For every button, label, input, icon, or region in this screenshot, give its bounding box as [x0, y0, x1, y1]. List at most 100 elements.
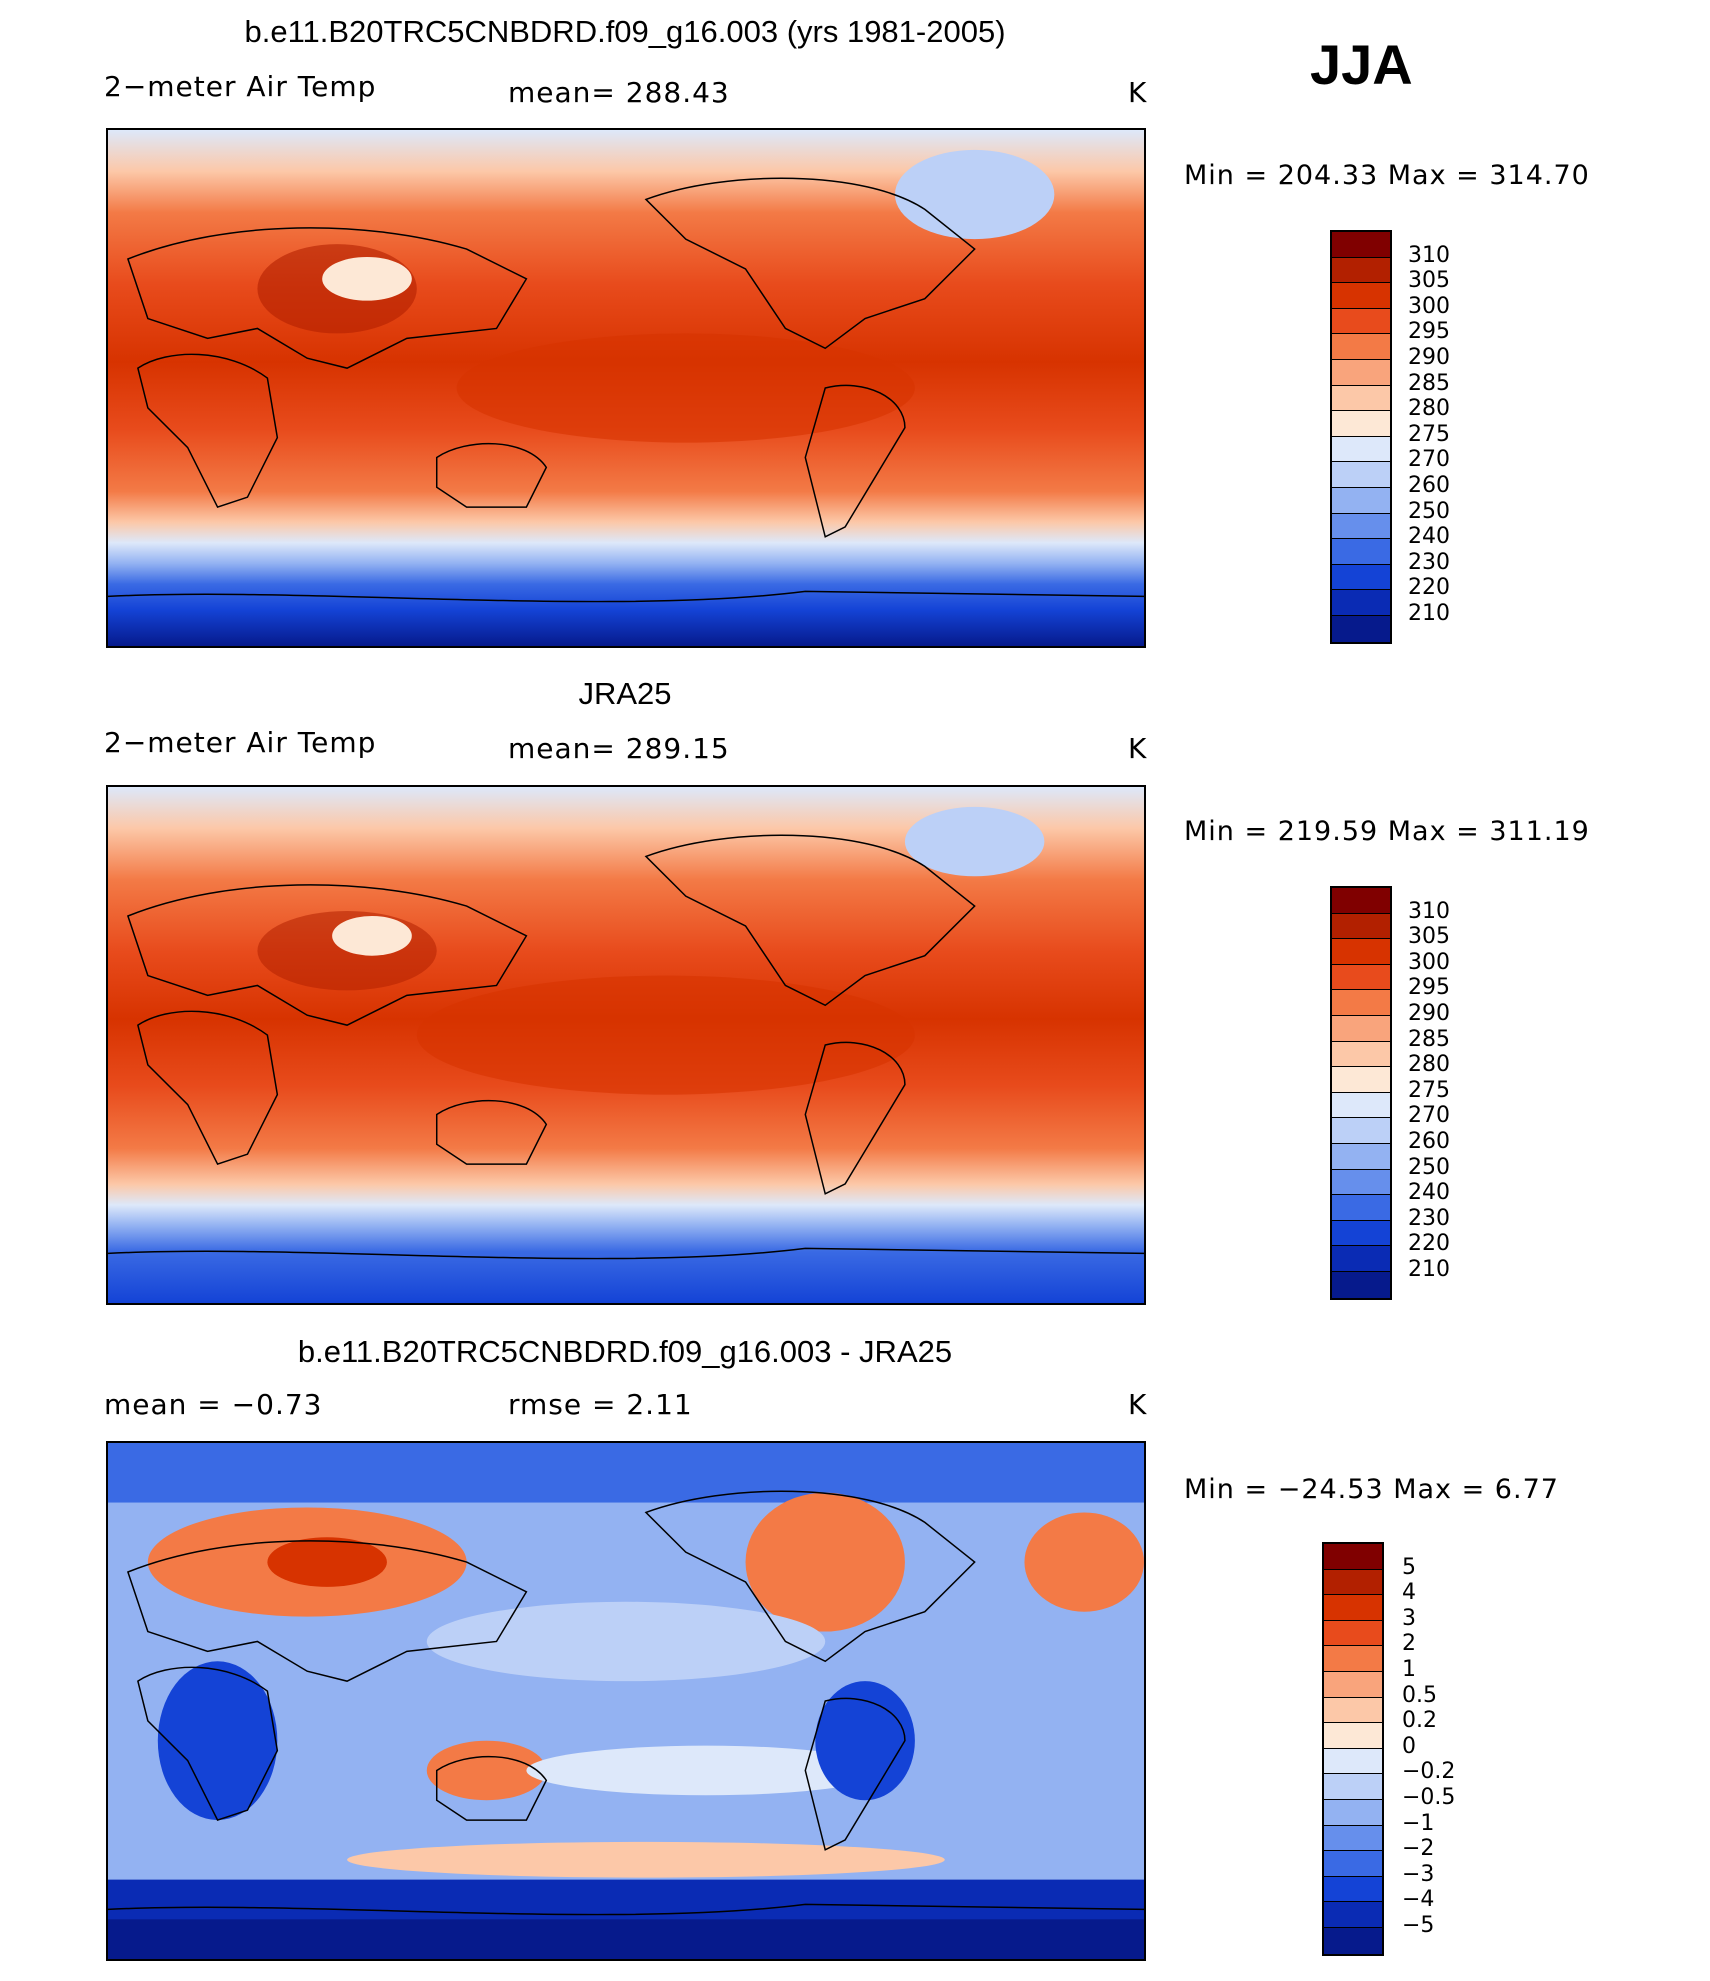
colorbar-swatch	[1332, 1092, 1390, 1119]
panel-1-colorbar	[1330, 230, 1392, 644]
colorbar-swatch	[1324, 1774, 1382, 1800]
colorbar-swatch	[1332, 359, 1390, 386]
colorbar-tick-label: −2	[1402, 1836, 1435, 1862]
panel-2-title: JRA25	[578, 676, 672, 711]
colorbar-swatch	[1332, 615, 1390, 642]
colorbar-swatch	[1332, 913, 1390, 940]
colorbar-tick-label: −4	[1402, 1887, 1435, 1913]
colorbar-swatch	[1324, 1876, 1382, 1903]
panel-3-colorbar	[1322, 1542, 1384, 1956]
colorbar-tick-label: 305	[1408, 268, 1450, 294]
colorbar-swatch	[1332, 385, 1390, 412]
colorbar-tick-label: 260	[1408, 473, 1450, 498]
panel-1-mean-label: mean= 288.43	[508, 76, 730, 109]
colorbar-tick-label: 4	[1402, 1580, 1416, 1606]
colorbar-tick-label: 1	[1402, 1657, 1416, 1682]
colorbar-tick-label: 250	[1408, 1154, 1450, 1180]
colorbar-tick-label: 290	[1408, 1001, 1450, 1026]
colorbar-tick-label: 275	[1408, 421, 1450, 447]
colorbar-tick-label: 210	[1408, 601, 1450, 626]
colorbar-swatch	[1332, 564, 1390, 591]
panel-1-variable-label: 2−meter Air Temp	[104, 70, 377, 103]
colorbar-swatch	[1332, 257, 1390, 284]
colorbar-swatch	[1324, 1851, 1382, 1877]
colorbar-tick-label: 285	[1408, 1026, 1450, 1052]
colorbar-tick-label: −5	[1402, 1913, 1435, 1938]
colorbar-swatch	[1324, 1927, 1382, 1954]
colorbar-tick-label: −3	[1402, 1861, 1435, 1887]
colorbar-tick-label: 0	[1402, 1733, 1416, 1759]
colorbar-swatch	[1332, 1067, 1390, 1093]
panel-2-colorbar	[1330, 886, 1392, 1300]
colorbar-swatch	[1324, 1748, 1382, 1775]
panel-1-title: b.e11.B20TRC5CNBDRD.f09_g16.003 (yrs 198…	[244, 14, 1006, 49]
colorbar-swatch	[1332, 232, 1390, 258]
panel-2-units-label: K	[1128, 732, 1148, 765]
colorbar-swatch	[1332, 539, 1390, 565]
panel-1-units-label: K	[1128, 76, 1148, 109]
colorbar-tick-label: 295	[1408, 319, 1450, 345]
panel-2-variable-label: 2−meter Air Temp	[104, 726, 377, 759]
colorbar-tick-label: 270	[1408, 447, 1450, 473]
colorbar-tick-label: 2	[1402, 1631, 1416, 1657]
colorbar-tick-label: 230	[1408, 1205, 1450, 1231]
colorbar-swatch	[1332, 1246, 1390, 1272]
colorbar-swatch	[1332, 513, 1390, 540]
colorbar-tick-label: 280	[1408, 396, 1450, 422]
colorbar-swatch	[1332, 1118, 1390, 1144]
colorbar-tick-label: 220	[1408, 575, 1450, 601]
colorbar-tick-label: 250	[1408, 498, 1450, 524]
colorbar-swatch	[1324, 1697, 1382, 1724]
colorbar-swatch	[1332, 283, 1390, 309]
colorbar-tick-label: 280	[1408, 1052, 1450, 1078]
season-label: JJA	[1310, 33, 1413, 96]
colorbar-tick-label: 210	[1408, 1257, 1450, 1282]
colorbar-swatch	[1332, 436, 1390, 463]
colorbar-swatch	[1324, 1825, 1382, 1852]
colorbar-tick-label: 275	[1408, 1077, 1450, 1103]
colorbar-tick-label: 5	[1402, 1554, 1416, 1580]
panel-1-map	[106, 128, 1146, 648]
colorbar-tick-label: 310	[1408, 898, 1450, 924]
colorbar-tick-label: 3	[1402, 1605, 1416, 1631]
colorbar-tick-label: 230	[1408, 549, 1450, 575]
panel-2-mean-label: mean= 289.15	[508, 732, 730, 765]
colorbar-tick-label: 0.5	[1402, 1682, 1437, 1708]
colorbar-swatch	[1332, 1195, 1390, 1221]
colorbar-tick-label: −0.2	[1402, 1759, 1456, 1785]
colorbar-tick-label: 305	[1408, 924, 1450, 950]
colorbar-tick-label: 285	[1408, 370, 1450, 396]
colorbar-swatch	[1324, 1671, 1382, 1698]
colorbar-swatch	[1332, 1271, 1390, 1298]
colorbar-swatch	[1332, 888, 1390, 914]
colorbar-tick-label: 310	[1408, 242, 1450, 268]
colorbar-swatch	[1324, 1799, 1382, 1826]
colorbar-swatch	[1332, 462, 1390, 488]
colorbar-tick-label: 290	[1408, 345, 1450, 370]
colorbar-swatch	[1332, 590, 1390, 616]
colorbar-swatch	[1324, 1569, 1382, 1596]
colorbar-tick-label: −1	[1402, 1810, 1435, 1836]
colorbar-tick-label: 260	[1408, 1129, 1450, 1154]
colorbar-swatch	[1324, 1544, 1382, 1570]
colorbar-tick-label: 295	[1408, 975, 1450, 1001]
colorbar-tick-label: 220	[1408, 1231, 1450, 1257]
colorbar-tick-label: 300	[1408, 949, 1450, 975]
colorbar-tick-label: 300	[1408, 293, 1450, 319]
panel-3-minmax: Min = −24.53 Max = 6.77	[1184, 1474, 1559, 1505]
panel-3-map	[106, 1441, 1146, 1961]
panel-2-minmax: Min = 219.59 Max = 311.19	[1184, 816, 1590, 847]
colorbar-swatch	[1332, 990, 1390, 1016]
colorbar-swatch	[1324, 1902, 1382, 1928]
panel-3-units-label: K	[1128, 1388, 1148, 1421]
colorbar-swatch	[1324, 1595, 1382, 1621]
colorbar-swatch	[1324, 1723, 1382, 1749]
colorbar-swatch	[1332, 939, 1390, 965]
colorbar-swatch	[1324, 1620, 1382, 1647]
colorbar-swatch	[1324, 1646, 1382, 1672]
colorbar-swatch	[1332, 1220, 1390, 1247]
colorbar-tick-label: 240	[1408, 1180, 1450, 1206]
panel-2-map	[106, 785, 1146, 1305]
colorbar-swatch	[1332, 964, 1390, 991]
panel-3-rmse-label: rmse = 2.11	[508, 1388, 693, 1421]
